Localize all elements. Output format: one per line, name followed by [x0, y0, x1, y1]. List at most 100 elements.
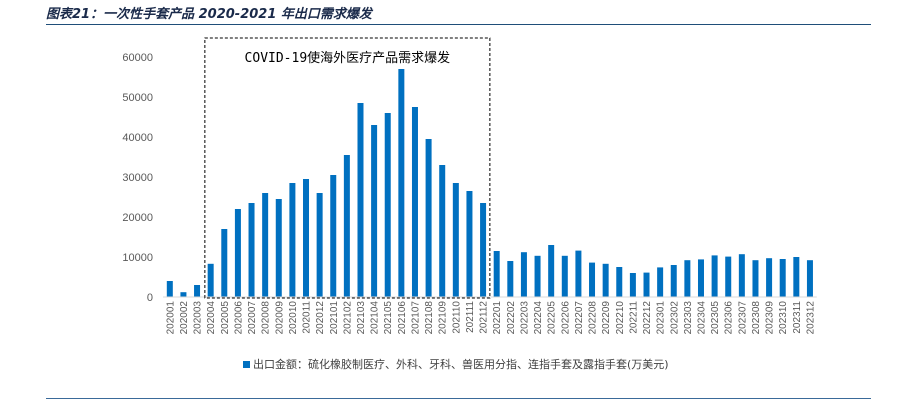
x-tick-label: 202205 [547, 301, 558, 335]
bar-202204 [534, 255, 541, 297]
x-tick-label: 202212 [642, 301, 653, 335]
x-tick-label: 202105 [383, 301, 394, 335]
x-axis: 202001 202002 202003 202004 202005 202006 2020… [163, 296, 817, 335]
bar-202308 [752, 260, 759, 297]
x-tick-label: 202010 [288, 301, 299, 335]
bar-202106 [398, 69, 405, 297]
x-tick-label: 202107 [410, 301, 421, 335]
x-tick-label: 202301 [656, 301, 667, 335]
y-tick-label: 60000 [122, 52, 153, 64]
bar-202210 [616, 267, 623, 297]
x-tick-label: 202002 [179, 301, 190, 335]
bar-202102 [343, 155, 350, 297]
bar-202305 [711, 255, 718, 297]
bars [166, 69, 813, 297]
x-tick-label: 202201 [492, 301, 503, 335]
bar-202209 [602, 263, 609, 297]
bar-202108 [425, 139, 432, 297]
x-tick-label: 202207 [574, 301, 585, 335]
bar-202310 [779, 259, 786, 297]
bar-202309 [766, 258, 773, 297]
bar-202307 [738, 254, 745, 297]
bar-202010 [289, 183, 296, 297]
x-tick-label: 202311 [792, 301, 803, 334]
x-tick-label: 202004 [206, 301, 217, 335]
x-tick-label: 202005 [220, 301, 231, 335]
figure-title: 图表21：一次性手套产品 2020-2021 年出口需求爆发 [46, 7, 372, 22]
covid-annotation: COVID-19使海外医疗产品需求爆发 [204, 37, 491, 299]
bottom-rule [46, 398, 871, 399]
bar-202202 [507, 261, 514, 297]
bar-202304 [697, 259, 704, 297]
bar-202004 [207, 263, 214, 297]
x-tick-label: 202306 [724, 301, 735, 335]
x-tick-label: 202111 [465, 301, 476, 333]
x-tick-label: 202208 [588, 301, 599, 335]
x-tick-label: 202211 [628, 301, 639, 334]
x-tick-label: 202109 [438, 301, 449, 335]
y-tick-label: 30000 [122, 172, 153, 184]
bar-202104 [371, 125, 378, 297]
bar-202206 [561, 255, 568, 297]
x-tick-label: 202310 [778, 301, 789, 335]
bar-202303 [684, 260, 691, 297]
bar-202003 [194, 285, 201, 297]
bar-202112 [480, 203, 487, 297]
x-tick-label: 202006 [233, 301, 244, 335]
x-tick-label: 202011 [302, 301, 313, 334]
annotation-text: COVID-19使海外医疗产品需求爆发 [245, 50, 451, 66]
bar-202001 [166, 281, 173, 297]
x-tick-label: 202210 [615, 301, 626, 335]
bar-202312 [806, 260, 813, 297]
bar-202103 [357, 103, 364, 297]
x-tick-label: 202203 [519, 301, 530, 335]
bar-202005 [221, 229, 228, 297]
x-tick-label: 202303 [683, 301, 694, 335]
y-tick-label: 10000 [122, 252, 153, 264]
annotation-box [204, 37, 491, 299]
x-tick-label: 202007 [247, 301, 258, 335]
bar-202109 [439, 165, 446, 297]
x-tick-label: 202101 [329, 301, 340, 335]
x-tick-label: 202102 [342, 301, 353, 335]
bar-202011 [303, 179, 310, 297]
x-tick-label: 202309 [765, 301, 776, 335]
y-axis: 0 10000 20000 30000 40000 50000 60000 [122, 52, 153, 304]
x-tick-label: 202009 [274, 301, 285, 335]
x-tick-label: 202307 [737, 301, 748, 335]
x-tick-label: 202008 [261, 301, 272, 335]
bar-202212 [643, 272, 650, 297]
x-tick-label: 202103 [356, 301, 367, 335]
bar-202006 [234, 209, 241, 297]
bar-202302 [670, 265, 677, 297]
x-tick-label: 202304 [696, 301, 707, 335]
x-tick-label: 202003 [193, 301, 204, 335]
x-tick-label: 202302 [669, 301, 680, 335]
legend-label: 出口金额：硫化橡胶制医疗、外科、牙科、兽医用分指、连指手套及露指手套(万美元) [253, 357, 669, 371]
x-tick-label: 202308 [751, 301, 762, 335]
bar-202207 [575, 250, 582, 297]
x-tick-label: 202312 [805, 301, 816, 335]
bar-202009 [275, 199, 282, 297]
bar-202208 [589, 262, 596, 297]
bar-202205 [548, 245, 555, 297]
x-tick-label: 202305 [710, 301, 721, 335]
bar-202306 [725, 256, 732, 297]
y-tick-label: 0 [147, 292, 153, 304]
bar-202002 [180, 292, 187, 297]
bar-202311 [793, 257, 800, 297]
x-tick-label: 202106 [397, 301, 408, 335]
x-tick-label: 202012 [315, 301, 326, 335]
legend: 出口金额：硫化橡胶制医疗、外科、牙科、兽医用分指、连指手套及露指手套(万美元) [243, 357, 669, 371]
x-tick-label: 202209 [601, 301, 612, 335]
bar-202110 [452, 183, 459, 297]
x-tick-label: 202202 [506, 301, 517, 335]
bar-202107 [411, 107, 418, 297]
bar-202105 [384, 113, 391, 297]
bar-202007 [248, 203, 255, 297]
bar-202203 [520, 252, 527, 297]
bar-202211 [629, 273, 636, 297]
x-tick-label: 202001 [165, 301, 176, 335]
x-tick-label: 202110 [451, 301, 462, 334]
